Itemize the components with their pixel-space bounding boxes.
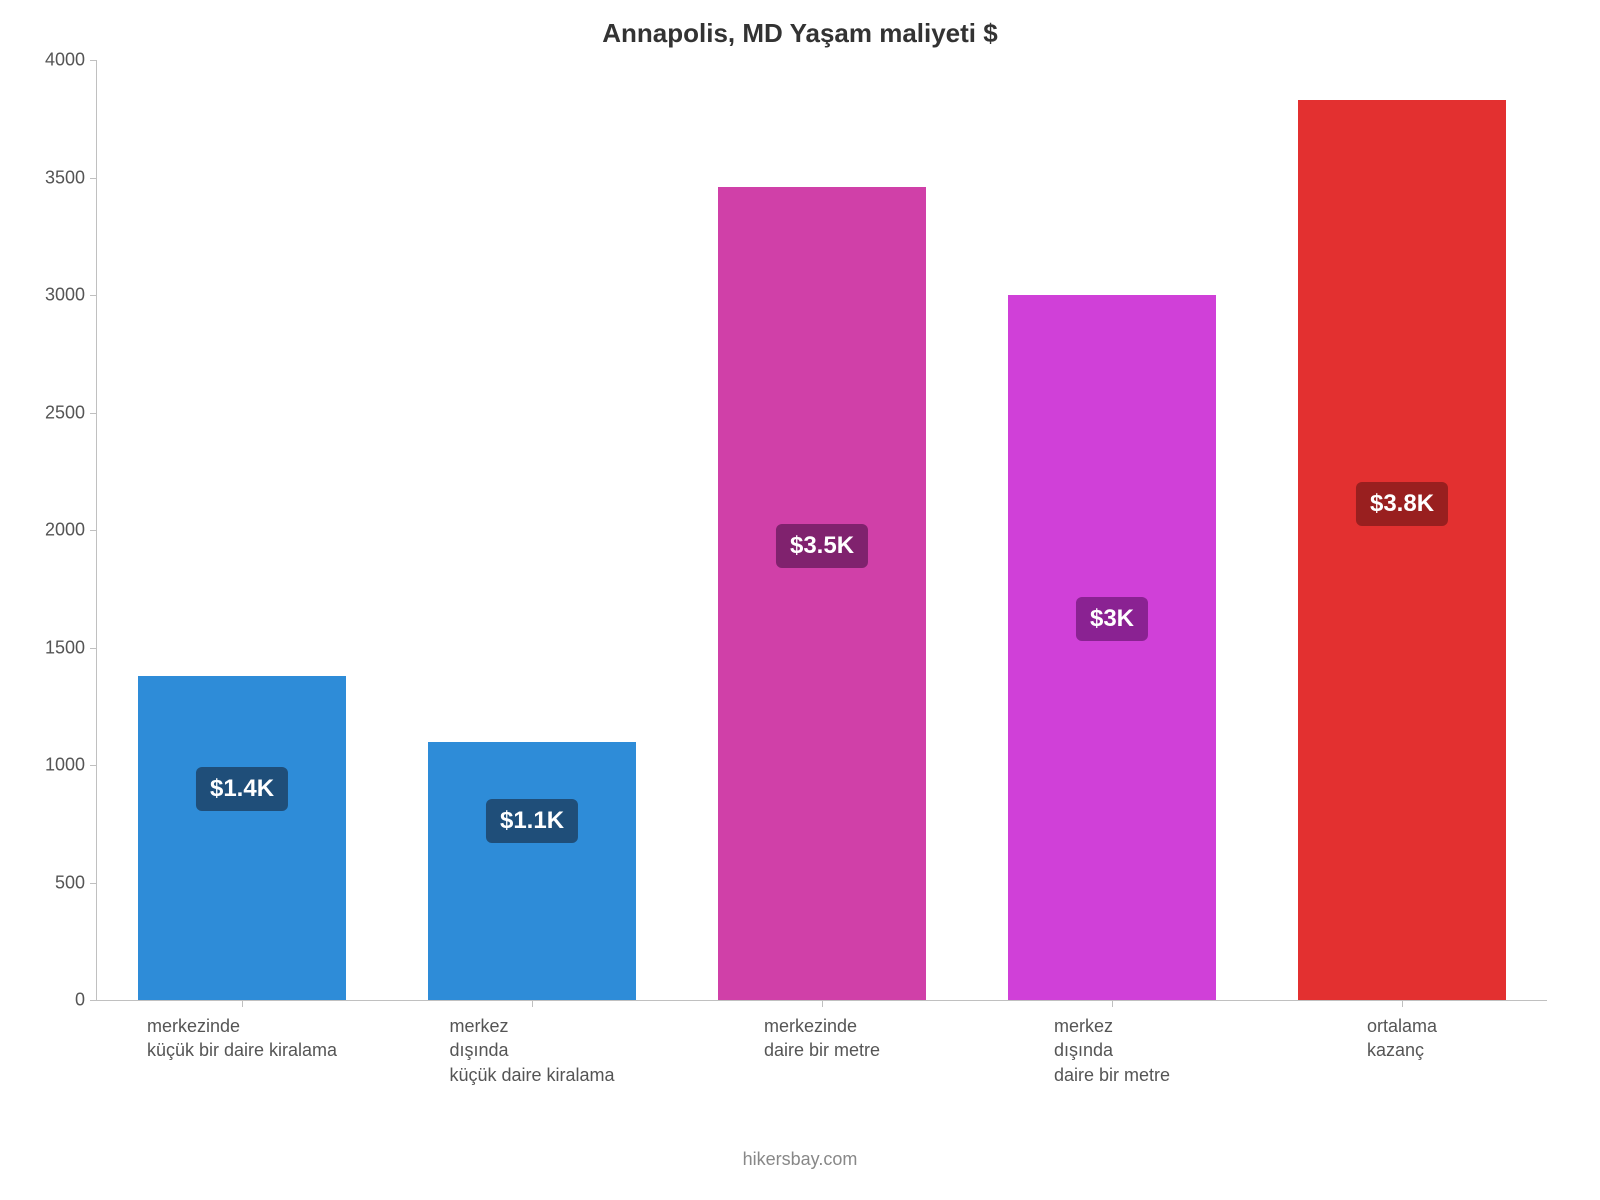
y-tick-label: 2500	[45, 402, 97, 423]
y-tick-label: 0	[75, 990, 97, 1011]
category-label: merkez dışında küçük daire kiralama	[449, 1000, 614, 1087]
bar	[718, 187, 927, 1000]
bar	[428, 742, 637, 1001]
bar-value-label: $3K	[1076, 597, 1148, 641]
attribution: hikersbay.com	[0, 1149, 1600, 1170]
bar-value-label: $3.8K	[1356, 482, 1448, 526]
plot-area: 05001000150020002500300035004000$1.4Kmer…	[96, 60, 1547, 1001]
y-tick-label: 2000	[45, 520, 97, 541]
y-tick-label: 3500	[45, 167, 97, 188]
category-label: merkez dışında daire bir metre	[1054, 1000, 1170, 1087]
y-tick-label: 1000	[45, 755, 97, 776]
category-label: ortalama kazanç	[1367, 1000, 1437, 1063]
chart-title: Annapolis, MD Yaşam maliyeti $	[0, 18, 1600, 49]
bar	[138, 676, 347, 1000]
category-label: merkezinde küçük bir daire kiralama	[147, 1000, 337, 1063]
category-label: merkezinde daire bir metre	[764, 1000, 880, 1063]
bar	[1298, 100, 1507, 1000]
y-tick-label: 3000	[45, 285, 97, 306]
bar-value-label: $3.5K	[776, 524, 868, 568]
bar	[1008, 295, 1217, 1000]
y-tick-label: 4000	[45, 50, 97, 71]
bar-value-label: $1.1K	[486, 799, 578, 843]
chart-container: Annapolis, MD Yaşam maliyeti $ 050010001…	[0, 0, 1600, 1200]
y-tick-label: 500	[55, 872, 97, 893]
y-tick-label: 1500	[45, 637, 97, 658]
bar-value-label: $1.4K	[196, 767, 288, 811]
